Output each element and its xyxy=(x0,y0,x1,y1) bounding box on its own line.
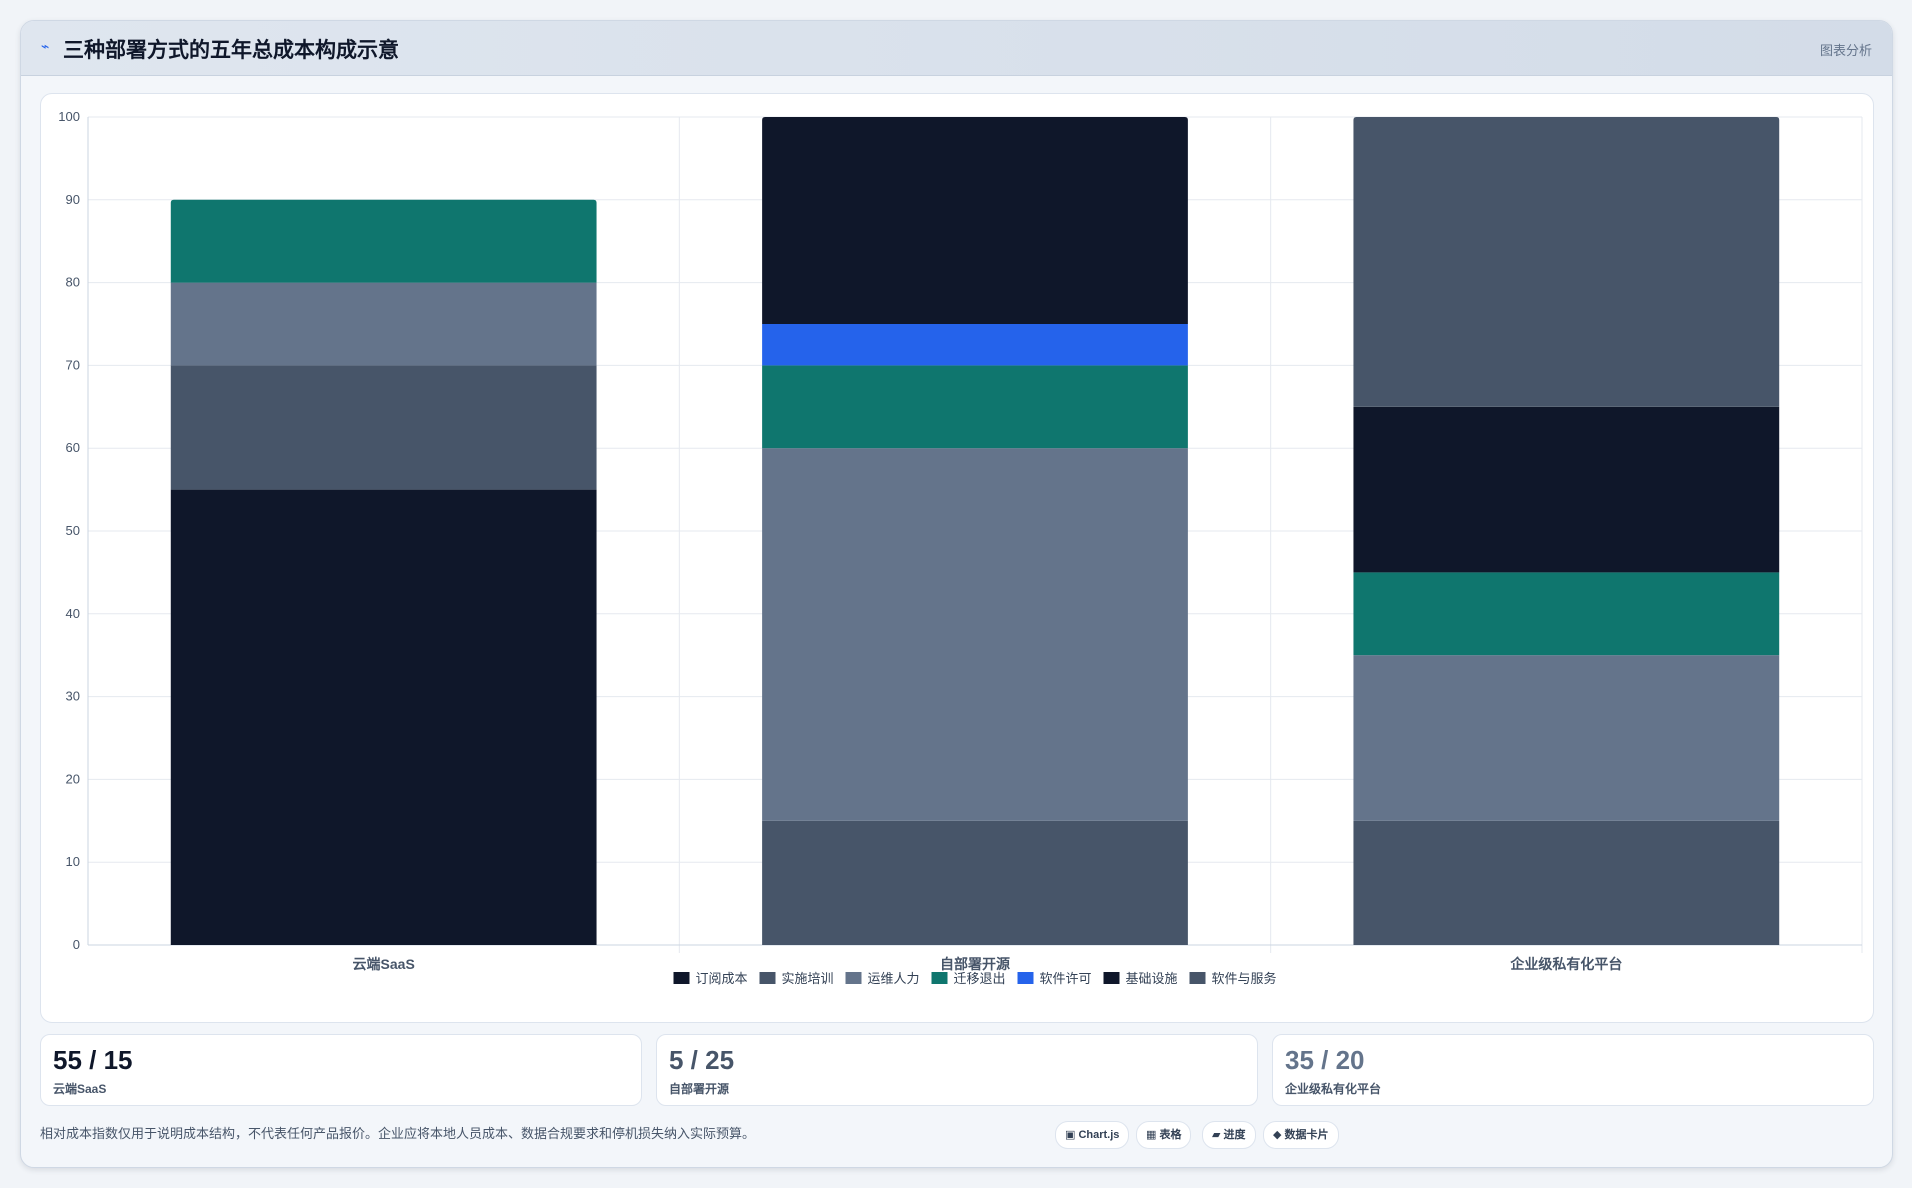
chart-card: 0 10 20 30 40 50 60 70 80 90 100 云端SaaS 自部署开源 企业级私有化平… xyxy=(40,93,1874,1023)
bar-segment xyxy=(170,282,597,366)
pill-chartjs[interactable]: ▣ Chart.js xyxy=(1055,1121,1130,1149)
bar-segment xyxy=(762,365,1188,449)
bar-segment xyxy=(762,820,1188,945)
bar-segment xyxy=(762,324,1188,366)
bar-segment xyxy=(1353,117,1780,407)
stat-value: 55 / 15 xyxy=(53,1045,133,1075)
bar-segment xyxy=(1353,406,1780,573)
legend-swatch xyxy=(1103,972,1120,984)
bar-segment xyxy=(170,365,597,490)
legend-label: 软件许可 xyxy=(1040,971,1092,986)
bar-segment xyxy=(1353,820,1780,945)
legend-swatch xyxy=(1017,972,1034,984)
legend-label: 运维人力 xyxy=(867,971,919,986)
legend-swatch xyxy=(845,972,862,984)
stat-value: 35 / 20 xyxy=(1285,1045,1365,1075)
y-tick-label: 100 xyxy=(58,109,80,124)
stat-card-saas: 55 / 15 云端SaaS xyxy=(40,1034,642,1106)
y-tick-label: 30 xyxy=(66,689,80,704)
chart-panel: ⌁ 三种部署方式的五年总成本构成示意 图表分析 0 10 20 30 40 50 60 70 8… xyxy=(20,20,1893,1168)
bar-segment xyxy=(170,489,597,945)
y-tick-label: 40 xyxy=(66,606,80,621)
bar-segment xyxy=(1353,572,1780,656)
legend-label: 迁移退出 xyxy=(953,971,1005,986)
y-tick-label: 80 xyxy=(66,275,80,290)
stat-label: 企业级私有化平台 xyxy=(1285,1082,1382,1096)
x-tick-label: 企业级私有化平台 xyxy=(1509,956,1622,972)
x-tick-label: 自部署开源 xyxy=(940,956,1010,972)
x-tick-label: 云端SaaS xyxy=(353,956,415,972)
page-title: 三种部署方式的五年总成本构成示意 xyxy=(63,39,399,62)
bar-segment xyxy=(762,117,1188,324)
y-tick-label: 0 xyxy=(73,937,80,952)
y-tick-label: 60 xyxy=(66,440,80,455)
legend-label: 实施培训 xyxy=(781,971,833,986)
legend-label: 订阅成本 xyxy=(695,971,747,986)
y-tick-label: 90 xyxy=(66,192,80,207)
legend-swatch xyxy=(759,972,776,984)
y-tick-label: 10 xyxy=(66,854,80,869)
bar-segment xyxy=(1353,655,1780,821)
pill-data-card[interactable]: ◆ 数据卡片 xyxy=(1263,1121,1339,1149)
bar-segment xyxy=(170,199,597,283)
stat-label: 云端SaaS xyxy=(53,1082,107,1096)
panel-header: ⌁ 三种部署方式的五年总成本构成示意 图表分析 xyxy=(21,21,1892,76)
pill-table[interactable]: ▦ 表格 xyxy=(1136,1121,1192,1149)
y-tick-label: 50 xyxy=(66,523,80,538)
legend-swatch xyxy=(931,972,948,984)
footnote: 相对成本指数仅用于说明成本结构，不代表任何产品报价。企业应将本地人员成本、数据合… xyxy=(40,1126,756,1141)
chart-analysis-label[interactable]: 图表分析 xyxy=(1819,43,1872,58)
stat-card-selfhosted: 5 / 25 自部署开源 xyxy=(656,1034,1258,1106)
y-tick-label: 20 xyxy=(66,771,80,786)
stat-value: 5 / 25 xyxy=(669,1045,735,1075)
y-tick-label: 70 xyxy=(66,357,80,372)
legend-swatch xyxy=(1189,972,1206,984)
legend-label: 基础设施 xyxy=(1126,971,1178,986)
chart-icon: ⌁ xyxy=(41,38,50,54)
legend-label: 软件与服务 xyxy=(1212,971,1277,986)
stat-card-enterprise: 35 / 20 企业级私有化平台 xyxy=(1272,1034,1874,1106)
pill-progress[interactable]: ▰ 进度 xyxy=(1202,1121,1256,1149)
legend-swatch xyxy=(673,972,690,984)
bar-segment xyxy=(762,448,1188,821)
stacked-bar-chart: 0 10 20 30 40 50 60 70 80 90 100 云端SaaS 自部署开源 企业级私有化平… xyxy=(58,109,1863,986)
stat-label: 自部署开源 xyxy=(669,1082,730,1096)
